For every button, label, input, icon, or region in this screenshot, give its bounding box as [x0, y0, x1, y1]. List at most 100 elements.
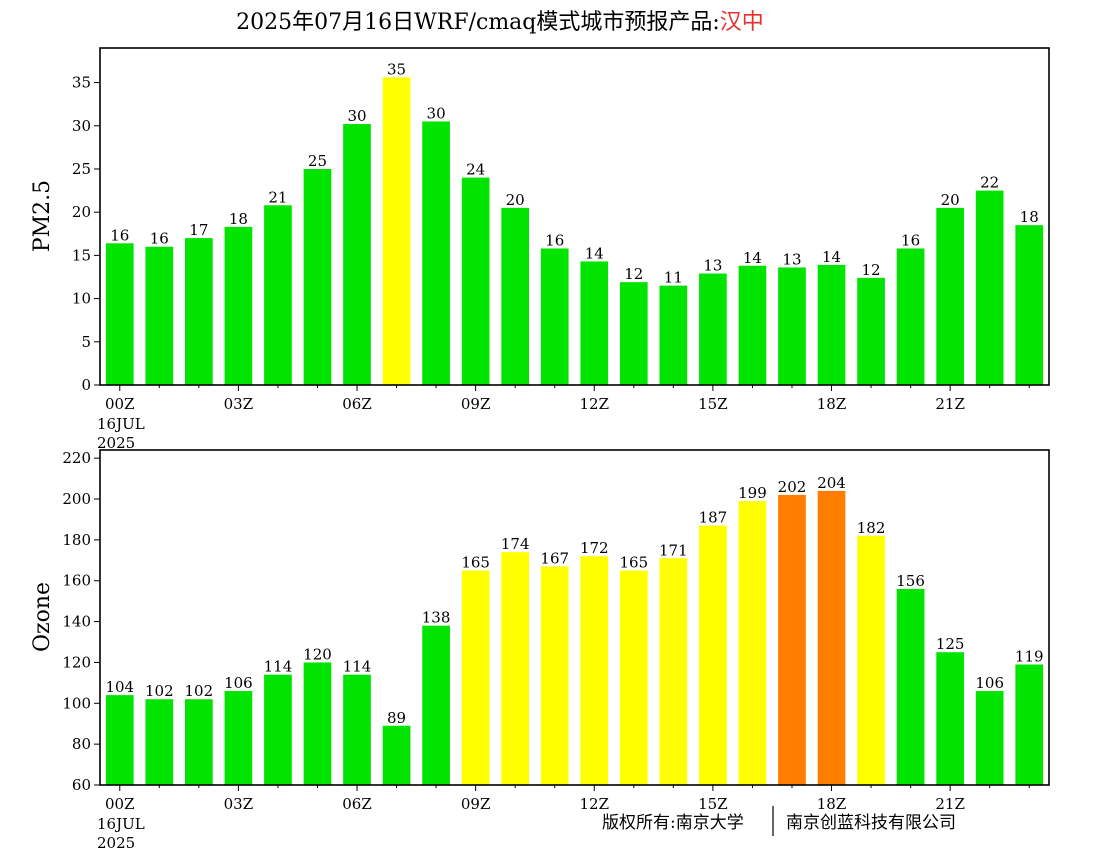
ozone-bar — [896, 588, 925, 785]
ozone-value-label: 89 — [387, 709, 406, 727]
pm25-value-label: 20 — [506, 191, 525, 209]
pm25-x-tick-label: 09Z — [461, 395, 491, 413]
pm25-value-label: 12 — [624, 265, 643, 283]
pm25-value-label: 14 — [743, 249, 762, 267]
ozone-value-label: 165 — [619, 554, 648, 572]
pm25-bar — [936, 207, 964, 385]
pm25-bar — [303, 168, 332, 385]
ozone-bar — [105, 695, 134, 785]
ozone-y-tick-label: 100 — [62, 694, 91, 712]
ozone-bar — [145, 699, 174, 785]
pm25-value-label: 30 — [427, 104, 446, 122]
pm25-value-label: 13 — [782, 250, 801, 268]
pm25-x-tick-label: 15Z — [698, 395, 728, 413]
ozone-x-tick-label: 03Z — [224, 795, 254, 813]
ozone-bar — [699, 525, 727, 785]
pm25-y-tick-label: 25 — [72, 160, 91, 178]
pm25-bar — [659, 285, 688, 385]
pm25-bar — [540, 248, 569, 385]
pm25-value-label: 22 — [980, 174, 999, 192]
pm25-value-label: 21 — [268, 188, 287, 206]
ozone-x-tick-label: 18Z — [817, 795, 847, 813]
ozone-y-tick-label: 200 — [62, 490, 91, 508]
pm25-bar — [817, 264, 846, 385]
pm25-value-label: 18 — [229, 210, 248, 228]
pm25-x-tick-label: 06Z — [342, 395, 372, 413]
pm25-x-tick-label: 03Z — [224, 395, 254, 413]
ozone-bar — [975, 691, 1004, 785]
ozone-bar — [857, 535, 885, 785]
pm25-bar — [382, 77, 411, 385]
pm25-value-label: 14 — [585, 244, 604, 262]
ozone-y-tick-label: 120 — [62, 653, 91, 671]
ozone-value-label: 114 — [343, 658, 372, 676]
ozone-value-label: 204 — [817, 474, 846, 492]
ozone-x-tick-label: 00Z — [105, 795, 135, 813]
copyright-left: 版权所有:南京大学 — [602, 813, 744, 833]
pm25-y-tick-label: 20 — [72, 203, 91, 221]
ozone-value-label: 167 — [540, 549, 569, 567]
pm25-x-date-label: 2025 — [97, 434, 135, 452]
ozone-bar — [185, 699, 213, 785]
ozone-bar — [738, 501, 767, 785]
pm25-value-label: 17 — [189, 221, 208, 239]
ozone-panel: 104 102 102 106 114 120 114 89 138 165 174 167 172 16… — [30, 449, 1050, 850]
pm25-bar — [896, 248, 925, 385]
ozone-value-label: 187 — [699, 509, 728, 527]
ozone-bar — [343, 674, 371, 785]
pm25-value-label: 25 — [308, 152, 327, 170]
pm25-value-label: 12 — [862, 261, 881, 279]
pm25-bar — [501, 207, 530, 385]
pm25-value-label: 16 — [110, 226, 129, 244]
pm25-value-label: 30 — [347, 107, 366, 125]
ozone-value-label: 120 — [303, 645, 332, 663]
chart-title: 2025年07月16日WRF/cmaq模式城市预报产品:汉中 — [236, 10, 764, 35]
pm25-value-label: 35 — [387, 60, 406, 78]
pm25-bar — [224, 226, 253, 385]
pm25-bar — [975, 190, 1004, 385]
pm25-bar — [185, 238, 213, 385]
ozone-x-tick-label: 12Z — [580, 795, 610, 813]
pm25-y-tick-label: 5 — [81, 333, 91, 351]
pm25-panel: 16 16 17 18 21 25 30 35 30 24 20 16 14 12 11 13 14 13 14 12… — [30, 47, 1050, 452]
ozone-value-label: 172 — [580, 539, 609, 557]
pm25-value-label: 20 — [941, 191, 960, 209]
pm25-bar — [343, 124, 371, 385]
ozone-y-tick-label: 220 — [62, 449, 91, 467]
pm25-value-label: 18 — [1020, 208, 1039, 226]
pm25-x-tick-label: 00Z — [105, 395, 135, 413]
pm25-bar — [264, 205, 292, 385]
ozone-x-date-label: 2025 — [97, 834, 135, 850]
pm25-y-tick-label: 35 — [72, 74, 91, 92]
copyright: 版权所有:南京大学 南京创蓝科技有限公司 — [602, 806, 956, 836]
ozone-value-label: 138 — [422, 609, 451, 627]
ozone-y-tick-label: 160 — [62, 572, 91, 590]
ozone-value-label: 182 — [857, 519, 886, 537]
pm25-value-label: 24 — [466, 161, 485, 179]
ozone-x-tick-label: 06Z — [342, 795, 372, 813]
pm25-bar — [422, 121, 450, 385]
ozone-bar — [936, 652, 964, 785]
ozone-bar — [1015, 664, 1044, 785]
ozone-y-tick-label: 180 — [62, 531, 91, 549]
pm25-value-label: 13 — [703, 257, 722, 275]
ozone-value-label: 165 — [461, 554, 490, 572]
ozone-value-label: 202 — [778, 478, 807, 496]
ozone-x-tick-label: 21Z — [935, 795, 965, 813]
pm25-bar — [1015, 225, 1044, 385]
pm25-plot-frame — [99, 47, 1050, 386]
pm25-y-tick-label: 10 — [72, 290, 91, 308]
ozone-plot-frame — [99, 449, 1050, 786]
ozone-value-label: 106 — [224, 674, 253, 692]
ozone-value-label: 102 — [185, 682, 214, 700]
ozone-bar — [382, 725, 411, 785]
ozone-bar — [619, 570, 648, 785]
pm25-bar — [105, 243, 134, 385]
ozone-value-label: 114 — [264, 658, 293, 676]
pm25-bar — [580, 261, 609, 385]
pm25-bar — [699, 273, 727, 385]
ozone-bar — [224, 691, 253, 785]
ozone-value-label: 106 — [975, 674, 1004, 692]
ozone-x-tick-label: 15Z — [698, 795, 728, 813]
pm25-y-tick-label: 15 — [72, 246, 91, 264]
